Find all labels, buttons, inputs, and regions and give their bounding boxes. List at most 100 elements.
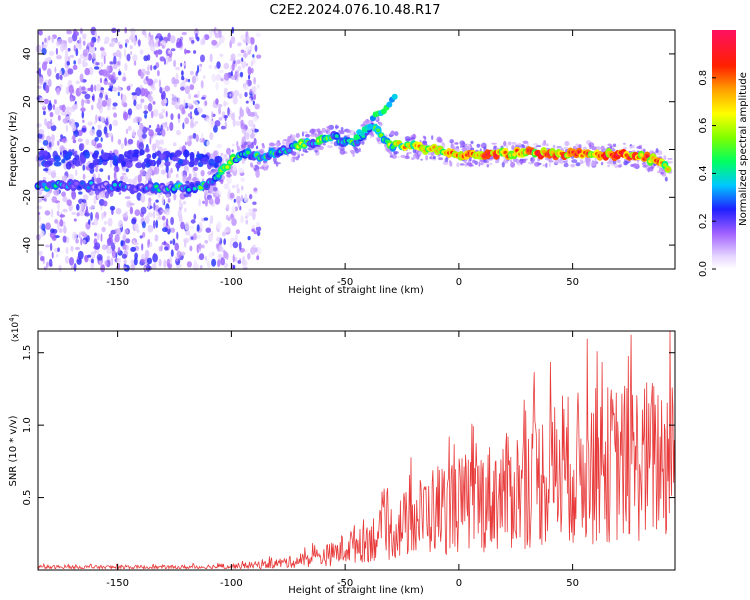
spectrogram-noise-cell [96, 194, 101, 199]
spectrogram-noise-cell [232, 95, 238, 105]
spectrogram-ridge-core [74, 181, 79, 186]
spectrogram-noise-cell [161, 215, 166, 221]
spectrogram-noise-cell [245, 79, 248, 85]
spectrogram-noise-cell [62, 196, 68, 203]
spectrogram-band-cell [159, 153, 167, 161]
spectrogram-noise-cell [65, 246, 69, 255]
spectrogram-noise-cell [84, 212, 90, 217]
spectrogram-band-cell [164, 161, 171, 167]
spectrogram-noise-cell [48, 50, 55, 56]
spectrogram-halo-cell [542, 164, 547, 167]
spectrogram-halo-cell [363, 121, 369, 125]
spectrogram-noise-cell [82, 119, 85, 124]
spectrogram-noise-cell [62, 208, 68, 213]
spectrogram-noise-cell [107, 82, 114, 86]
spectrogram-noise-cell [105, 70, 111, 78]
spectrogram-noise-cell [104, 36, 110, 44]
spectrogram-noise-cell [81, 127, 87, 132]
spectrogram-noise-cell [143, 110, 149, 115]
spectrogram-noise-cell [62, 138, 66, 143]
spectrogram-noise-cell [189, 235, 192, 242]
spectrogram-noise-cell [247, 108, 251, 117]
spectrogram-noise-cell [105, 117, 109, 126]
spectrogram-noise-cell [211, 258, 217, 267]
spectrogram-band-cell [63, 154, 70, 161]
spectrogram-branch-cell [391, 93, 398, 100]
spectrogram-noise-cell [233, 198, 236, 203]
spectrogram-noise-cell [182, 122, 185, 130]
snr-y-scale-exponent: 4 [8, 317, 16, 322]
spectrogram-noise-cell [245, 249, 248, 253]
spectrogram-noise-cell [220, 257, 225, 266]
spectrogram-noise-cell [36, 205, 43, 210]
spectrogram-noise-cell [202, 200, 206, 204]
spectrogram-halo-cell [275, 142, 279, 147]
spectrogram-noise-cell [168, 49, 171, 55]
spectrogram-noise-cell [161, 108, 166, 114]
spectrogram-halo-cell [617, 164, 622, 168]
spectrogram-noise-cell [147, 93, 152, 101]
spectrogram-noise-cell [35, 44, 42, 53]
spectrogram-noise-cell [43, 98, 49, 105]
spectrogram-noise-cell [131, 92, 137, 96]
spectrogram-band-cell [130, 157, 139, 162]
spectrogram-noise-cell [139, 259, 145, 263]
spectrogram-noise-cell [209, 132, 214, 141]
spectrogram-noise-cell [108, 88, 113, 91]
spectrogram-noise-cell [150, 90, 153, 95]
spectrogram-noise-cell [43, 168, 49, 172]
spectrogram-noise-cell [214, 120, 221, 127]
spectrogram-noise-cell [193, 232, 197, 240]
spectrogram-noise-cell [71, 211, 77, 215]
spectrogram-noise-cell [139, 235, 143, 239]
spectrogram-noise-cell [223, 249, 226, 255]
spectrogram-noise-cell [46, 135, 52, 143]
spectrogram-band-cell [144, 158, 150, 164]
spectrogram-noise-cell [193, 149, 197, 155]
spectrogram-noise-cell [52, 104, 56, 110]
spectrogram-noise-cell [231, 205, 236, 215]
spectrogram-noise-cell [241, 194, 243, 202]
spectrogram-noise-cell [92, 52, 96, 60]
spectrogram-band-cell [177, 158, 184, 165]
spectrogram-noise-cell [232, 254, 235, 263]
spectrogram-halo-cell [432, 155, 436, 160]
spectrogram-halo-cell [370, 130, 374, 136]
spectrogram-noise-cell [81, 143, 85, 151]
spectrogram-halo-cell [291, 152, 297, 157]
spectrogram-branch-cell [353, 134, 360, 141]
spectrogram-halo-cell [315, 128, 321, 132]
spectrogram-noise-cell [242, 52, 248, 58]
spectrogram-noise-cell [199, 265, 203, 269]
spectrogram-noise-cell [125, 238, 131, 244]
spectrogram-halo-cell [511, 145, 515, 150]
spectrogram-noise-cell [150, 110, 154, 119]
spectrogram-noise-cell [102, 244, 107, 251]
spectrogram-noise-cell [213, 100, 216, 104]
chart-title: C2E2.2024.076.10.48.R17 [269, 3, 440, 18]
spectrogram-noise-cell [177, 113, 181, 120]
spectrogram-ridge-core [355, 140, 360, 144]
spectrogram-halo-cell [449, 161, 453, 167]
spectrogram-noise-cell [181, 70, 184, 76]
spectrogram-noise-cell [45, 222, 51, 230]
spectrogram-halo-cell [208, 188, 214, 195]
spectrogram-noise-cell [157, 132, 163, 136]
spectrogram-noise-cell [163, 259, 167, 268]
spectrogram-noise-cell [170, 227, 176, 233]
spectrogram-noise-cell [104, 191, 110, 199]
spectrogram-halo-cell [607, 164, 610, 168]
spectrogram-noise-cell [184, 207, 187, 213]
spectrogram-noise-cell [223, 262, 229, 269]
snr-y-scale-label: (x104) [8, 314, 21, 342]
spectrogram-noise-cell [44, 118, 48, 126]
spectrogram-halo-cell [476, 143, 481, 148]
spectrogram-halo-cell [522, 140, 529, 144]
spectrogram-noise-cell [109, 205, 116, 211]
spectrogram-halo-cell [575, 162, 581, 167]
spectrogram-noise-cell [147, 103, 153, 112]
spectrogram-noise-cell [71, 190, 77, 200]
spectrogram-noise-cell [244, 91, 248, 98]
spectrogram-halo-cell [623, 160, 629, 165]
spectrogram-halo-cell [570, 163, 576, 168]
